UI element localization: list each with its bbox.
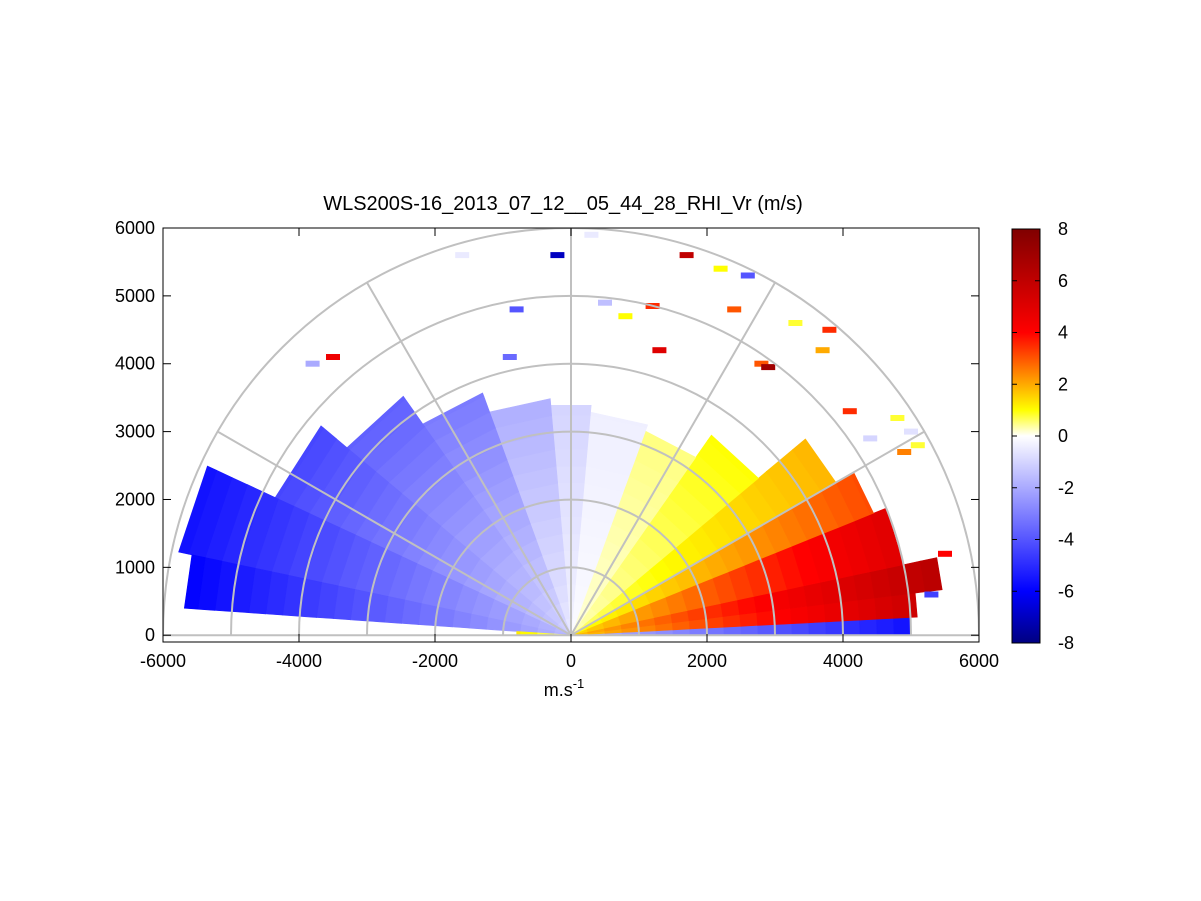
x-axis-label-base: m.s [544, 680, 573, 700]
velocity-cell [924, 591, 939, 598]
colorbar-tick-label: -4 [1058, 530, 1074, 550]
colorbar-tick-label: 8 [1058, 219, 1068, 239]
plot-area [163, 228, 979, 642]
velocity-bin [178, 465, 217, 555]
velocity-bin [773, 607, 793, 625]
colorbar: -8 -6 -4 -2 0 2 4 6 8 [1011, 219, 1074, 653]
velocity-bin [183, 554, 206, 610]
velocity-bin [756, 610, 776, 626]
velocity-bin [723, 625, 742, 636]
velocity-sector-layer [178, 392, 943, 636]
velocity-bin [842, 619, 861, 636]
velocity-cell [754, 360, 769, 367]
colorbar-tick-label: -8 [1058, 633, 1074, 653]
velocity-bin [774, 623, 793, 636]
x-tick-label: 6000 [959, 651, 999, 671]
velocity-cell [455, 252, 470, 259]
azimuth-spoke [570, 430, 925, 637]
scattered-cell-layer [305, 231, 952, 598]
y-tick-label: 6000 [115, 218, 155, 238]
velocity-bin [919, 557, 943, 593]
velocity-cell [509, 306, 524, 313]
velocity-cell [842, 408, 857, 415]
x-tick-label: -4000 [276, 651, 322, 671]
velocity-cell [305, 360, 320, 367]
y-tick-label: 1000 [115, 557, 155, 577]
y-tick-label: 0 [145, 625, 155, 645]
velocity-bin [757, 624, 776, 636]
y-tick-label: 2000 [115, 489, 155, 509]
x-axis: -6000 -4000 -2000 0 2000 4000 6000 [140, 228, 999, 671]
velocity-bin [891, 593, 911, 619]
velocity-cell [910, 442, 925, 449]
velocity-bin [740, 625, 759, 636]
velocity-bin [876, 617, 895, 636]
x-tick-label: -2000 [412, 651, 458, 671]
colorbar-tick-label: -2 [1058, 478, 1074, 498]
colorbar-ticks: -8 -6 -4 -2 0 2 4 6 8 [1012, 219, 1074, 653]
azimuth-spoke [217, 430, 572, 637]
velocity-bin [859, 618, 878, 636]
velocity-cell [550, 252, 565, 259]
velocity-cell [679, 252, 694, 259]
velocity-bin [825, 620, 844, 636]
velocity-cell [938, 550, 952, 557]
velocity-bin [689, 627, 708, 636]
velocity-cell [904, 428, 918, 435]
x-axis-label-exponent: -1 [573, 676, 585, 691]
velocity-bin [706, 626, 725, 636]
y-axis: 0 1000 2000 3000 4000 5000 6000 [115, 218, 979, 645]
velocity-bin [791, 622, 810, 636]
velocity-cell [326, 354, 340, 360]
velocity-bin [808, 621, 827, 636]
x-tick-label: 4000 [823, 651, 863, 671]
velocity-cell [761, 364, 776, 371]
azimuth-spoke [366, 282, 572, 636]
velocity-bin [790, 605, 810, 625]
velocity-bin [857, 597, 877, 621]
velocity-cell [788, 320, 803, 326]
velocity-cell [890, 415, 905, 421]
colorbar-tick-label: 4 [1058, 323, 1068, 343]
velocity-cell [598, 299, 612, 306]
velocity-bin [893, 617, 912, 636]
velocity-cell [897, 449, 912, 455]
y-tick-label: 4000 [115, 354, 155, 374]
chart-title: WLS200S-16_2013_07_12__05_44_28_RHI_Vr (… [323, 193, 803, 215]
velocity-cell [822, 326, 837, 333]
velocity-bin [806, 603, 827, 624]
velocity-cell [863, 435, 878, 442]
velocity-bin [840, 599, 860, 622]
velocity-cell [584, 231, 599, 238]
colorbar-tick-label: 6 [1058, 271, 1068, 291]
velocity-bin [823, 601, 843, 623]
velocity-bin [874, 595, 894, 620]
y-tick-label: 5000 [115, 286, 155, 306]
velocity-bin [739, 612, 759, 627]
velocity-bin [707, 434, 759, 483]
colorbar-tick-label: -6 [1058, 581, 1074, 601]
velocity-cell [618, 313, 633, 320]
colorbar-tick-label: 2 [1058, 374, 1068, 394]
x-axis-label: m.s-1 [544, 676, 585, 700]
velocity-cell [502, 354, 517, 360]
velocity-bin [451, 610, 472, 629]
y-tick-label: 3000 [115, 422, 155, 442]
colorbar-tick-label: 0 [1058, 426, 1068, 446]
azimuth-spoke [570, 282, 776, 636]
velocity-cell [740, 272, 755, 279]
velocity-cell [815, 347, 830, 354]
x-tick-label: 2000 [687, 651, 727, 671]
velocity-cell [652, 347, 667, 354]
velocity-cell [713, 265, 728, 272]
x-tick-label: -6000 [140, 651, 186, 671]
velocity-cell [727, 306, 742, 313]
x-tick-label: 0 [566, 651, 576, 671]
